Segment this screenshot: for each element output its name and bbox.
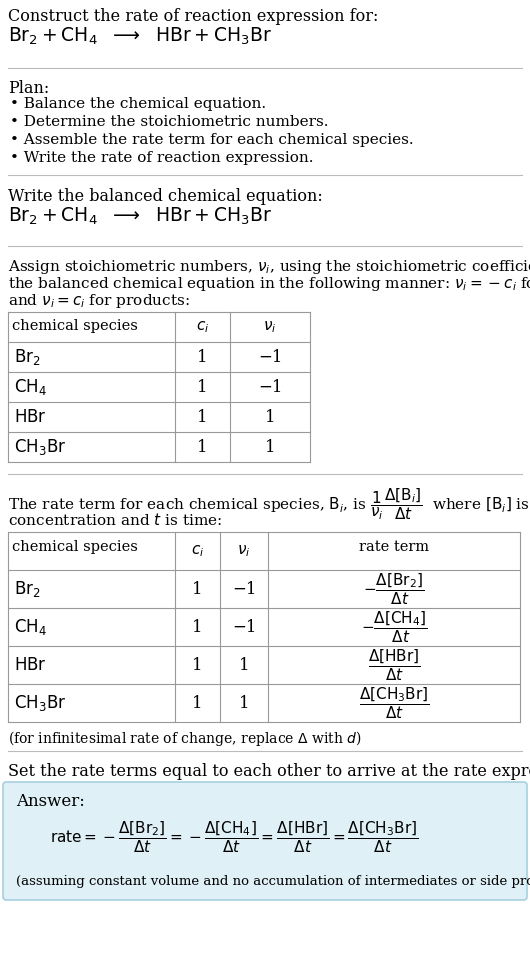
Text: $\nu_i$: $\nu_i$ <box>237 544 251 559</box>
Text: −1: −1 <box>232 581 256 597</box>
Text: $c_i$: $c_i$ <box>196 319 209 335</box>
Text: $\mathrm{Br_2}$: $\mathrm{Br_2}$ <box>14 347 41 367</box>
Text: concentration and $t$ is time:: concentration and $t$ is time: <box>8 512 222 528</box>
Text: $\mathrm{Br_2 + CH_4\ \ \longrightarrow\ \ HBr + CH_3Br}$: $\mathrm{Br_2 + CH_4\ \ \longrightarrow\… <box>8 26 272 47</box>
Text: $\mathrm{Br_2 + CH_4\ \ \longrightarrow\ \ HBr + CH_3Br}$: $\mathrm{Br_2 + CH_4\ \ \longrightarrow\… <box>8 206 272 227</box>
Text: $\mathrm{rate} = -\dfrac{\Delta[\mathrm{Br_2}]}{\Delta t} = -\dfrac{\Delta[\math: $\mathrm{rate} = -\dfrac{\Delta[\mathrm{… <box>50 819 419 855</box>
Text: 1: 1 <box>238 695 249 712</box>
Text: The rate term for each chemical species, $\mathrm{B}_i$, is $\dfrac{1}{\nu_i}\df: The rate term for each chemical species,… <box>8 486 530 522</box>
Text: 1: 1 <box>192 581 203 597</box>
Text: 1: 1 <box>192 695 203 712</box>
Text: $\mathrm{Br_2}$: $\mathrm{Br_2}$ <box>14 579 41 599</box>
Text: Answer:: Answer: <box>16 793 85 810</box>
Text: $\mathrm{CH_3Br}$: $\mathrm{CH_3Br}$ <box>14 437 66 457</box>
Text: 1: 1 <box>197 348 208 365</box>
Text: $\mathrm{HBr}$: $\mathrm{HBr}$ <box>14 408 47 426</box>
FancyBboxPatch shape <box>3 782 527 900</box>
Text: 1: 1 <box>197 379 208 395</box>
Text: 1: 1 <box>192 619 203 635</box>
Text: (assuming constant volume and no accumulation of intermediates or side products): (assuming constant volume and no accumul… <box>16 875 530 888</box>
Text: Assign stoichiometric numbers, $\nu_i$, using the stoichiometric coefficients, $: Assign stoichiometric numbers, $\nu_i$, … <box>8 258 530 276</box>
Text: 1: 1 <box>197 438 208 456</box>
Text: the balanced chemical equation in the following manner: $\nu_i = -c_i$ for react: the balanced chemical equation in the fo… <box>8 275 530 293</box>
Text: $c_i$: $c_i$ <box>191 544 204 559</box>
Text: 1: 1 <box>192 657 203 673</box>
Text: • Determine the stoichiometric numbers.: • Determine the stoichiometric numbers. <box>10 115 329 129</box>
Text: 1: 1 <box>197 409 208 426</box>
Text: $\dfrac{\Delta[\mathrm{HBr}]}{\Delta t}$: $\dfrac{\Delta[\mathrm{HBr}]}{\Delta t}$ <box>368 647 420 683</box>
Text: Plan:: Plan: <box>8 80 49 97</box>
Text: $\nu_i$: $\nu_i$ <box>263 319 277 335</box>
Text: $\mathrm{HBr}$: $\mathrm{HBr}$ <box>14 656 47 674</box>
Text: Write the balanced chemical equation:: Write the balanced chemical equation: <box>8 188 323 205</box>
Text: • Write the rate of reaction expression.: • Write the rate of reaction expression. <box>10 151 314 165</box>
Text: $-\dfrac{\Delta[\mathrm{Br_2}]}{\Delta t}$: $-\dfrac{\Delta[\mathrm{Br_2}]}{\Delta t… <box>364 571 425 607</box>
Text: 1: 1 <box>264 409 275 426</box>
Text: rate term: rate term <box>359 540 429 554</box>
Text: Set the rate terms equal to each other to arrive at the rate expression:: Set the rate terms equal to each other t… <box>8 763 530 780</box>
Text: −1: −1 <box>232 619 256 635</box>
Text: $\mathrm{CH_4}$: $\mathrm{CH_4}$ <box>14 377 47 397</box>
Text: 1: 1 <box>238 657 249 673</box>
Text: $-\dfrac{\Delta[\mathrm{CH_4}]}{\Delta t}$: $-\dfrac{\Delta[\mathrm{CH_4}]}{\Delta t… <box>361 609 427 645</box>
Text: −1: −1 <box>258 379 282 395</box>
Text: −1: −1 <box>258 348 282 365</box>
Text: • Assemble the rate term for each chemical species.: • Assemble the rate term for each chemic… <box>10 133 413 147</box>
Text: 1: 1 <box>264 438 275 456</box>
Text: • Balance the chemical equation.: • Balance the chemical equation. <box>10 97 266 111</box>
Text: chemical species: chemical species <box>12 540 138 554</box>
Text: $\dfrac{\Delta[\mathrm{CH_3Br}]}{\Delta t}$: $\dfrac{\Delta[\mathrm{CH_3Br}]}{\Delta … <box>359 685 429 721</box>
Text: Construct the rate of reaction expression for:: Construct the rate of reaction expressio… <box>8 8 378 25</box>
Text: $\mathrm{CH_4}$: $\mathrm{CH_4}$ <box>14 617 47 637</box>
Text: chemical species: chemical species <box>12 319 138 333</box>
Text: and $\nu_i = c_i$ for products:: and $\nu_i = c_i$ for products: <box>8 292 190 310</box>
Text: $\mathrm{CH_3Br}$: $\mathrm{CH_3Br}$ <box>14 693 66 713</box>
Text: (for infinitesimal rate of change, replace $\Delta$ with $d$): (for infinitesimal rate of change, repla… <box>8 729 362 748</box>
